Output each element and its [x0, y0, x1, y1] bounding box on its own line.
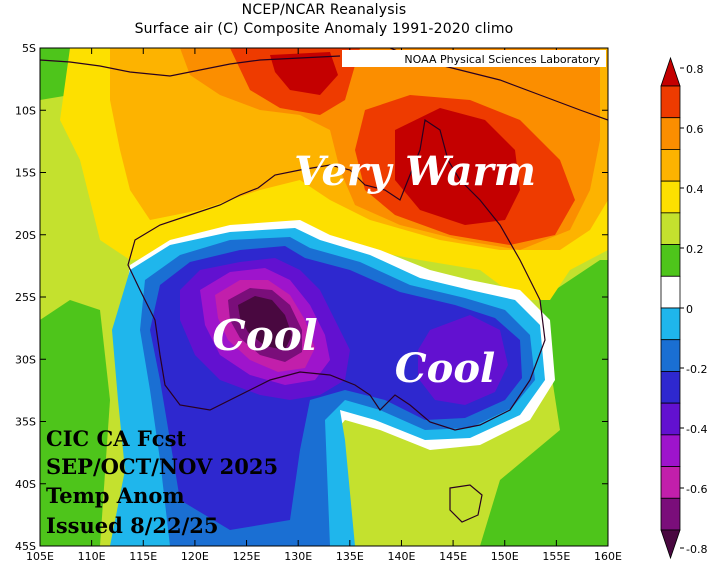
anomaly-violet	[418, 315, 508, 405]
anomaly-darkest	[238, 296, 292, 350]
lat-tick-label: 40S	[15, 478, 36, 491]
lon-tick-label: 125E	[233, 550, 261, 563]
lon-tick-label: 150E	[491, 550, 519, 563]
lon-tick-label: 135E	[336, 550, 364, 563]
anomaly-green	[40, 300, 110, 546]
lon-tick-label: 105E	[26, 550, 54, 563]
colorbar-segment	[660, 244, 681, 277]
forecast-line-2: SEP/OCT/NOV 2025	[46, 454, 278, 479]
colorbar-segment	[660, 275, 681, 309]
colorbar-segment	[660, 339, 681, 372]
lon-tick-label: 110E	[78, 550, 106, 563]
colorbar-tick-label: -0.6	[686, 483, 707, 496]
forecast-line-4: Issued 8/22/25	[46, 513, 219, 538]
latitude-axis: 5S 10S 15S 20S 25S 30S 35S 40S 45S	[15, 42, 608, 553]
colorbar: 0.8 0.6 0.4 0.2 0 -0.2 -0.4 -0.6 -0.8	[660, 56, 707, 560]
credit-text: NOAA Physical Sciences Laboratory	[404, 53, 600, 66]
lat-tick-label: 30S	[15, 353, 36, 366]
colorbar-segment	[660, 149, 681, 182]
lat-tick-label: 25S	[15, 291, 36, 304]
lon-tick-label: 130E	[284, 550, 312, 563]
forecast-line-1: CIC CA Fcst	[46, 426, 186, 451]
longitude-axis: 105E 110E 115E 120E 125E 130E 135E 140E 145E 150E…	[26, 48, 622, 563]
lon-tick-label: 120E	[181, 550, 209, 563]
lat-tick-label: 35S	[15, 416, 36, 429]
lat-tick-label: 45S	[15, 540, 36, 553]
colorbar-segment	[660, 180, 681, 214]
colorbar-tick-label: 0.4	[686, 183, 704, 196]
lat-tick-label: 10S	[15, 104, 36, 117]
anomaly-dark-red	[270, 52, 338, 95]
colorbar-tick-label: -0.4	[686, 423, 707, 436]
colorbar-segment	[660, 466, 681, 499]
colorbar-tick-label: 0.6	[686, 123, 704, 136]
lon-tick-label: 140E	[387, 550, 415, 563]
lat-tick-label: 20S	[15, 229, 36, 242]
credit-box	[342, 50, 606, 67]
lon-tick-label: 145E	[439, 550, 467, 563]
forecast-line-3: Temp Anom	[46, 483, 185, 508]
cool-east-label: Cool	[395, 345, 495, 392]
lon-tick-label: 160E	[594, 550, 622, 563]
colorbar-tick-label: 0	[686, 303, 693, 316]
cool-west-label: Cool	[212, 311, 317, 360]
australia-coastline	[127, 118, 546, 431]
colorbar-tick-label: 0.2	[686, 243, 704, 256]
map-subtitle: Surface air (C) Composite Anomaly 1991-2…	[134, 21, 514, 37]
colorbar-segment	[660, 117, 681, 150]
anomaly-field	[40, 48, 608, 546]
anomaly-dark-red	[395, 108, 520, 225]
lon-tick-label: 115E	[129, 550, 157, 563]
lat-tick-label: 15S	[15, 167, 36, 180]
colorbar-segment	[660, 371, 681, 404]
colorbar-tick-label: -0.8	[686, 543, 707, 556]
colorbar-segment	[660, 402, 681, 436]
lat-tick-label: 5S	[22, 42, 36, 55]
indonesia-coastline	[40, 55, 341, 77]
colorbar-segment	[660, 212, 681, 245]
colorbar-bottom-arrow	[660, 529, 681, 560]
lon-tick-label: 155E	[542, 550, 570, 563]
map-title: NCEP/NCAR Reanalysis	[241, 2, 407, 18]
colorbar-segment	[660, 497, 681, 531]
colorbar-segment	[660, 434, 681, 467]
colorbar-top-arrow	[660, 56, 681, 87]
colorbar-segment	[660, 85, 681, 119]
colorbar-tick-label: 0.8	[686, 63, 704, 76]
tasmania-coastline	[449, 484, 483, 523]
anomaly-green	[480, 260, 608, 546]
very-warm-label: Very Warm	[294, 148, 536, 195]
colorbar-tick-label: -0.2	[686, 363, 707, 376]
colorbar-segment	[660, 307, 681, 341]
